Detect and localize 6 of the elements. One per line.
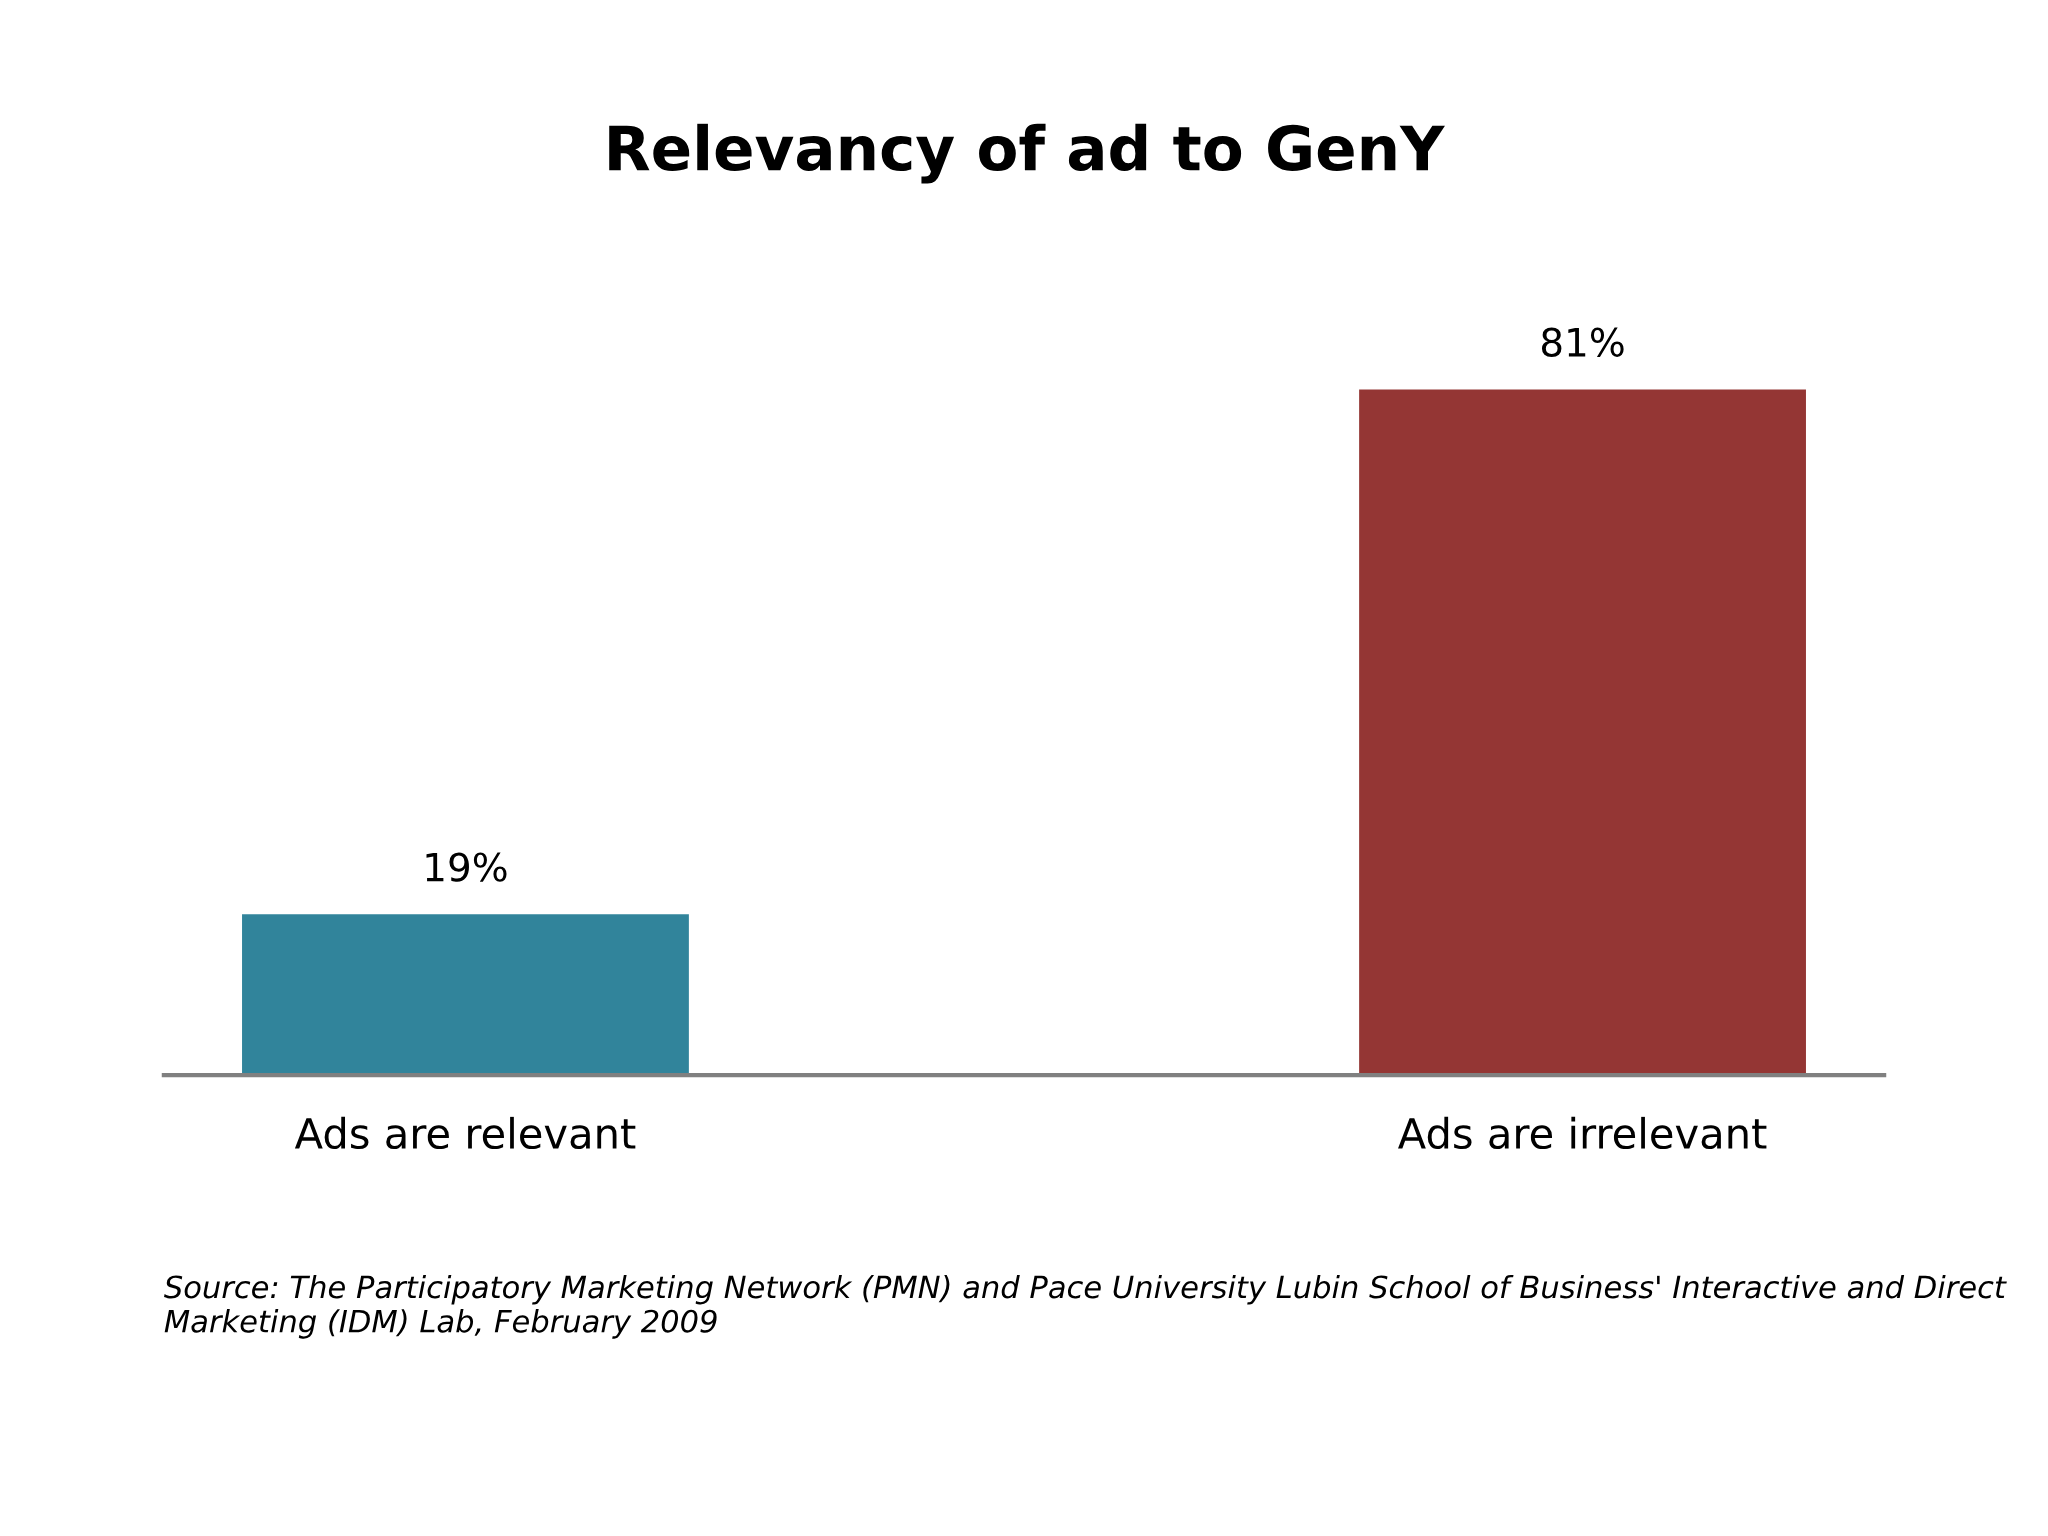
source-note: Source: The Participatory Marketing Network (PMN) and Pace University Lubin School of Business' Interactive and Direct Marketing (IDM) Lab, February 2009 bbox=[164, 1274, 2007, 1339]
data-label: 81% bbox=[1541, 327, 1624, 357]
chart-title: Relevancy of ad to GenY bbox=[609, 123, 1445, 184]
data-label: 19% bbox=[426, 852, 507, 882]
x-tick-label: Ads are irrelevant bbox=[1398, 1116, 1767, 1150]
x-tick-label: Ads are relevant bbox=[294, 1116, 636, 1150]
